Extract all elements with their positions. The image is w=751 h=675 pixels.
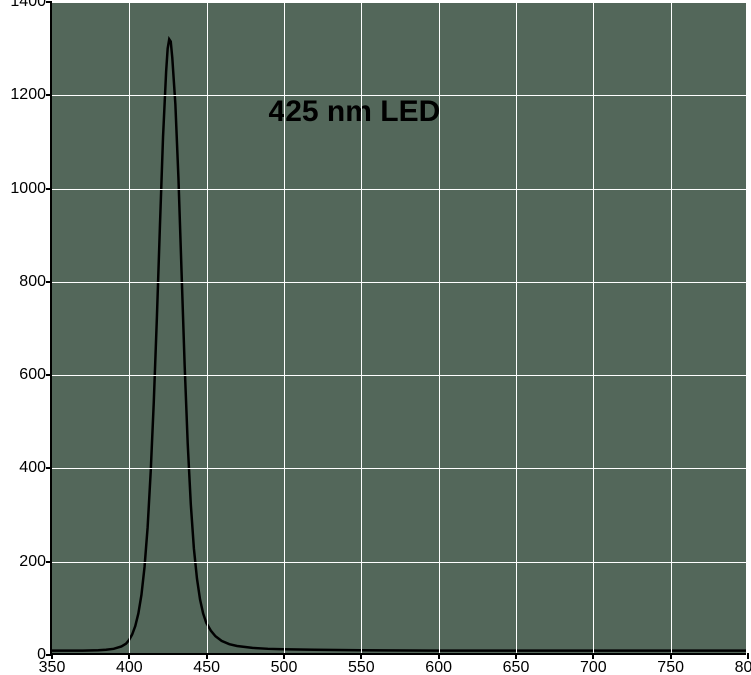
y-tick-label: 0	[37, 646, 46, 664]
x-tick-label: 650	[503, 659, 530, 675]
x-tick-label: 500	[271, 659, 298, 675]
y-tick-label: 1400	[10, 0, 46, 11]
y-tick-label: 600	[19, 366, 46, 384]
x-tick-label: 800	[735, 659, 751, 675]
x-tick-label: 600	[425, 659, 452, 675]
y-tick-label: 400	[19, 459, 46, 477]
y-tick-mark	[46, 188, 52, 190]
grid-line-horizontal	[52, 2, 746, 3]
grid-line-vertical	[439, 2, 440, 653]
grid-line-vertical	[284, 2, 285, 653]
y-tick-mark	[46, 561, 52, 563]
x-tick-label: 400	[116, 659, 143, 675]
plot-area: 425 nm LED 35040045050055060065070075080…	[50, 2, 746, 655]
grid-line-vertical	[361, 2, 362, 653]
grid-line-horizontal	[52, 95, 746, 96]
spectrum-chart: 425 nm LED 35040045050055060065070075080…	[0, 0, 751, 675]
y-tick-mark	[46, 374, 52, 376]
x-tick-label: 750	[657, 659, 684, 675]
y-tick-label: 1000	[10, 180, 46, 198]
y-tick-mark	[46, 94, 52, 96]
grid-line-vertical	[748, 2, 749, 653]
x-tick-label: 700	[580, 659, 607, 675]
grid-line-vertical	[671, 2, 672, 653]
chart-title: 425 nm LED	[269, 95, 441, 129]
grid-line-horizontal	[52, 468, 746, 469]
grid-line-horizontal	[52, 375, 746, 376]
y-tick-mark	[46, 281, 52, 283]
grid-line-horizontal	[52, 189, 746, 190]
grid-line-horizontal	[52, 282, 746, 283]
y-tick-mark	[46, 654, 52, 656]
grid-line-vertical	[129, 2, 130, 653]
y-tick-mark	[46, 467, 52, 469]
grid-line-vertical	[593, 2, 594, 653]
y-tick-mark	[46, 1, 52, 3]
x-tick-label: 450	[193, 659, 220, 675]
y-tick-label: 800	[19, 273, 46, 291]
grid-line-horizontal	[52, 562, 746, 563]
grid-line-vertical	[516, 2, 517, 653]
grid-line-vertical	[207, 2, 208, 653]
y-tick-label: 1200	[10, 86, 46, 104]
x-tick-label: 550	[348, 659, 375, 675]
y-tick-label: 200	[19, 553, 46, 571]
